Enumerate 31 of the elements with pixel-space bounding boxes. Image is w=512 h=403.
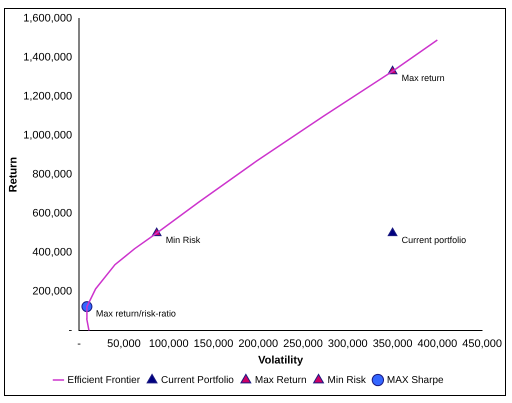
y-axis-title: Return <box>8 156 20 192</box>
legend-label: Max Return <box>254 374 307 386</box>
annotation: Max return/risk-ratio <box>96 308 176 319</box>
point <box>388 228 398 236</box>
x-tick-label: 350,000 <box>372 338 412 350</box>
x-tick-label: 50,000 <box>107 338 141 350</box>
x-tick-label: 100,000 <box>148 338 189 350</box>
y-tick-label: 1,200,000 <box>23 90 72 103</box>
y-tick-label: - <box>68 324 72 337</box>
legend-label: Current Portfolio <box>161 374 234 386</box>
x-tick-label: 200,000 <box>238 338 278 350</box>
y-tick-label: 1,600,000 <box>23 12 72 25</box>
y-tick-label: 600,000 <box>32 208 72 220</box>
y-tick-label: 200,000 <box>32 286 72 298</box>
annotation: Max return <box>402 73 445 84</box>
y-tick-label: 800,000 <box>32 168 72 181</box>
annotation: Min Risk <box>166 235 201 246</box>
x-tick-label: 250,000 <box>283 338 323 350</box>
x-tick-label: 150,000 <box>194 338 234 350</box>
legend-label: Min Risk <box>328 374 367 386</box>
x-tick-label: - <box>77 338 82 350</box>
x-tick-label: 450,000 <box>462 338 502 350</box>
x-axis-title: Volatility <box>258 354 304 366</box>
y-tick-label: 1,400,000 <box>23 52 72 64</box>
y-tick-label: 400,000 <box>32 246 72 259</box>
x-tick-label: 400,000 <box>417 338 458 350</box>
legend-label: MAX Sharpe <box>386 374 444 386</box>
legend-label: Efficient Frontier <box>67 374 141 386</box>
x-tick-label: 300,000 <box>328 338 368 350</box>
y-tick-label: 1,000,000 <box>23 130 72 142</box>
annotation: Current portfolio <box>402 235 466 246</box>
